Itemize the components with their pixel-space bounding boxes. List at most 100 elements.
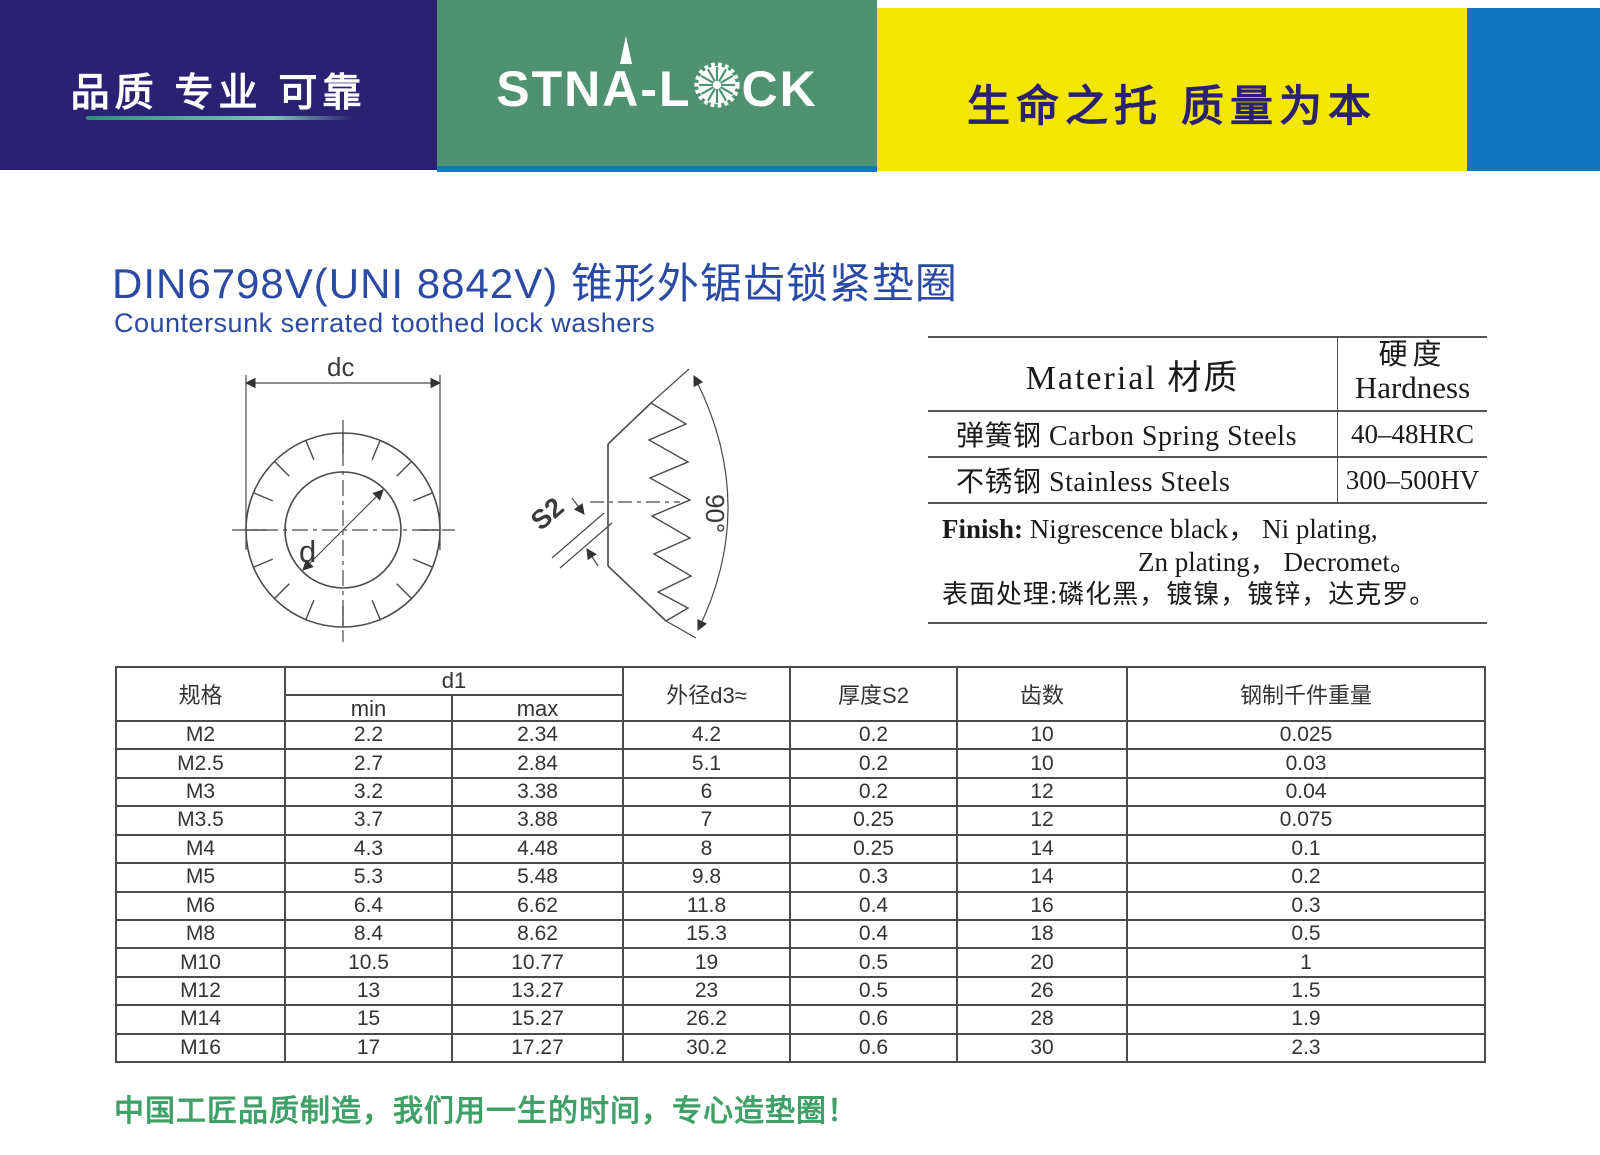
header-blue-strip (437, 166, 877, 172)
cell-weight: 0.04 (1285, 780, 1327, 804)
cell-outer-diameter: 30.2 (624, 1034, 791, 1062)
cell-weight: 0.1 (1291, 836, 1321, 860)
page-title: DIN6798V(UNI 8842V) 锥形外锯齿锁紧垫圈 (112, 260, 958, 307)
cell-d1-min: 8.4 (286, 920, 453, 948)
cell-teeth-count: 10 (958, 750, 1128, 777)
hardness-header-cell: 硬度 Hardness (1337, 338, 1487, 410)
cell-spec: M5 (117, 864, 286, 891)
cell-d1-max: 13.27 (453, 977, 624, 1005)
cell-thickness: 0.25 (791, 835, 958, 863)
spec-table-body: M2 2.2 2.34 4.2 0.2 10 0.025 M2.5 2.7 2.… (117, 722, 1484, 1062)
angle-arc (693, 375, 729, 631)
cell-thickness: 0.2 (791, 778, 958, 806)
side-teeth (647, 402, 693, 622)
spec-row: M16 17 17.27 30.2 0.6 30 2.3 (117, 1034, 1484, 1062)
cell-d1-max: 8.62 (453, 920, 624, 948)
cell-outer-diameter: 8 (624, 835, 791, 863)
col-spec: 规格 (117, 668, 286, 720)
header-yellow-block: 生命之托 质量为本 (877, 8, 1467, 171)
cell-d1-max: 6.62 (453, 892, 624, 919)
cell-d1-max: 5.48 (453, 864, 624, 891)
material-table: Material 材质 硬度 Hardness 弹簧钢 Carbon Sprin… (928, 336, 1487, 625)
cell-spec: M3 (117, 778, 286, 806)
cell-spec: M2 (117, 722, 286, 749)
cell-thickness: 0.4 (791, 892, 958, 919)
cell-thickness: 0.2 (791, 750, 958, 777)
cell-weight: 1 (1300, 950, 1312, 974)
cell-spec: M10 (117, 949, 286, 976)
cell-teeth-count: 18 (958, 920, 1128, 948)
col-thickness: 厚度S2 (791, 668, 958, 720)
cell-outer-diameter: 11.8 (624, 892, 791, 919)
cell-weight: 0.075 (1279, 808, 1333, 832)
cell-teeth-count: 12 (958, 807, 1128, 834)
col-weight: 钢制千件重量 (1239, 683, 1372, 708)
material-header-cell: Material 材质 (1025, 359, 1240, 397)
spec-row: M8 8.4 8.62 15.3 0.4 18 0.5 (117, 920, 1484, 950)
cell-thickness: 0.6 (791, 1006, 958, 1033)
cell-thickness: 0.4 (791, 920, 958, 948)
col-d1-group: d1 min max (286, 668, 624, 722)
cell-teeth-count: 14 (958, 864, 1128, 891)
spec-row: M5 5.3 5.48 9.8 0.3 14 0.2 (117, 864, 1484, 893)
page-subtitle: Countersunk serrated toothed lock washer… (114, 308, 656, 338)
angle-label: 90° (700, 494, 730, 533)
spec-row: M2.5 2.7 2.84 5.1 0.2 10 0.03 (117, 750, 1484, 779)
cell-d1-max: 3.88 (453, 807, 624, 834)
col-d1-min: min (286, 696, 453, 722)
cell-d1-max: 2.84 (453, 750, 624, 777)
logo-text-left: STNA-L (496, 35, 691, 118)
header-blue-block (1467, 8, 1600, 171)
cell-d1-min: 5.3 (286, 864, 453, 891)
header-logo-block: STNA-L CK (437, 0, 877, 166)
cell-spec: M3.5 (117, 807, 286, 834)
serration-teeth (246, 433, 440, 627)
spec-row: M4 4.3 4.48 8 0.25 14 0.1 (117, 835, 1484, 865)
cell-outer-diameter: 4.2 (624, 722, 791, 749)
cell-d1-min: 17 (286, 1034, 453, 1062)
logo-text-right: CK (741, 60, 818, 117)
col-outer-diameter: 外径d3≈ (624, 668, 791, 720)
cell-thickness: 0.3 (791, 864, 958, 891)
tagline-left: 品质 专业 可靠 (70, 72, 367, 115)
cell-d1-max: 3.38 (453, 778, 624, 806)
dc-label: dc (327, 352, 354, 382)
spec-row: M2 2.2 2.34 4.2 0.2 10 0.025 (117, 722, 1484, 751)
cell-d1-min: 4.3 (286, 835, 453, 863)
cell-d1-max: 2.34 (453, 722, 624, 749)
cell-outer-diameter: 5.1 (624, 750, 791, 777)
cell-weight: 0.5 (1291, 922, 1321, 946)
cell-spec: M8 (117, 920, 286, 948)
cell-outer-diameter: 6 (624, 778, 791, 806)
cell-d1-max: 10.77 (453, 949, 624, 976)
col-teeth-count: 齿数 (958, 668, 1128, 720)
col-d1-max: max (516, 696, 559, 721)
spec-row: M3 3.2 3.38 6 0.2 12 0.04 (117, 778, 1484, 808)
side-view-drawing: S2 90° (525, 368, 730, 639)
cell-d1-min: 3.2 (286, 778, 453, 806)
d-label: d (299, 534, 316, 569)
footer-slogan: 中国工匠品质制造，我们用一生的时间，专心造垫圈！ (114, 1095, 858, 1128)
brand-logo: STNA-L CK (437, 35, 877, 118)
cell-spec: M14 (117, 1006, 286, 1033)
spec-row: M6 6.4 6.62 11.8 0.4 16 0.3 (117, 892, 1484, 921)
cell-weight: 1.5 (1291, 979, 1321, 1002)
spec-row: M12 13 13.27 23 0.5 26 1.5 (117, 977, 1484, 1007)
cell-d1-min: 13 (286, 977, 453, 1005)
d-dimension (302, 489, 384, 571)
cell-d1-max: 15.27 (453, 1006, 624, 1033)
tagline-right: 生命之托 质量为本 (967, 83, 1377, 131)
cell-thickness: 0.5 (791, 977, 958, 1005)
spec-row: M10 10.5 10.77 19 0.5 20 1 (117, 949, 1484, 978)
cell-outer-diameter: 15.3 (624, 920, 791, 948)
spec-row: M3.5 3.7 3.88 7 0.25 12 0.075 (117, 807, 1484, 836)
logo-a-spike-icon (619, 35, 632, 64)
cell-d1-min: 2.7 (286, 750, 453, 777)
washer-icon (693, 62, 740, 108)
cell-teeth-count: 16 (958, 892, 1128, 919)
cell-outer-diameter: 19 (624, 949, 791, 976)
s2-dimension (551, 497, 613, 569)
front-view-drawing: dc d (232, 352, 455, 642)
material-row: 不锈钢 Stainless Steels 300–500HV (928, 458, 1487, 504)
material-row: 弹簧钢 Carbon Spring Steels 40–48HRC (928, 412, 1487, 458)
